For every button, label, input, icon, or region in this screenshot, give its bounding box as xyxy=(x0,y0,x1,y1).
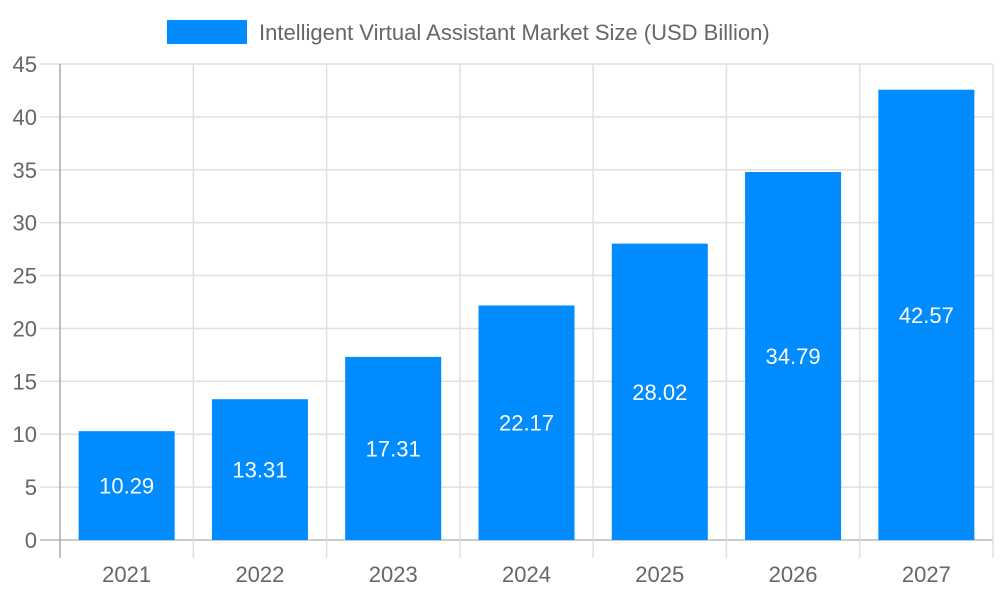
data-label: 34.79 xyxy=(766,344,821,369)
x-tick-label: 2024 xyxy=(502,562,551,587)
y-tick-label: 30 xyxy=(13,211,37,236)
data-label: 17.31 xyxy=(366,436,421,461)
bar xyxy=(211,399,308,540)
y-tick-label: 25 xyxy=(13,264,37,289)
bar xyxy=(478,305,575,540)
x-tick-label: 2021 xyxy=(102,562,151,587)
legend[interactable]: Intelligent Virtual Assistant Market Siz… xyxy=(167,20,770,45)
data-label: 28.02 xyxy=(632,380,687,405)
y-tick-label: 0 xyxy=(25,528,37,553)
x-tick-label: 2023 xyxy=(369,562,418,587)
bar xyxy=(345,356,442,540)
x-tick-label: 2026 xyxy=(769,562,818,587)
y-tick-label: 40 xyxy=(13,105,37,130)
data-label: 13.31 xyxy=(232,458,287,483)
x-tick-label: 2025 xyxy=(635,562,684,587)
y-tick-label: 20 xyxy=(13,316,37,341)
bar xyxy=(878,89,975,540)
legend-label: Intelligent Virtual Assistant Market Siz… xyxy=(259,20,770,45)
y-tick-label: 45 xyxy=(13,52,37,77)
y-tick-label: 15 xyxy=(13,369,37,394)
y-tick-label: 10 xyxy=(13,422,37,447)
data-label: 22.17 xyxy=(499,411,554,436)
bar xyxy=(78,431,175,540)
x-tick-label: 2027 xyxy=(902,562,951,587)
data-label: 10.29 xyxy=(99,474,154,499)
y-tick-label: 35 xyxy=(13,158,37,183)
legend-swatch xyxy=(167,20,247,44)
y-tick-label: 5 xyxy=(25,475,37,500)
bar xyxy=(745,171,842,540)
bar xyxy=(611,243,708,541)
data-label: 42.57 xyxy=(899,303,954,328)
x-tick-label: 2022 xyxy=(235,562,284,587)
